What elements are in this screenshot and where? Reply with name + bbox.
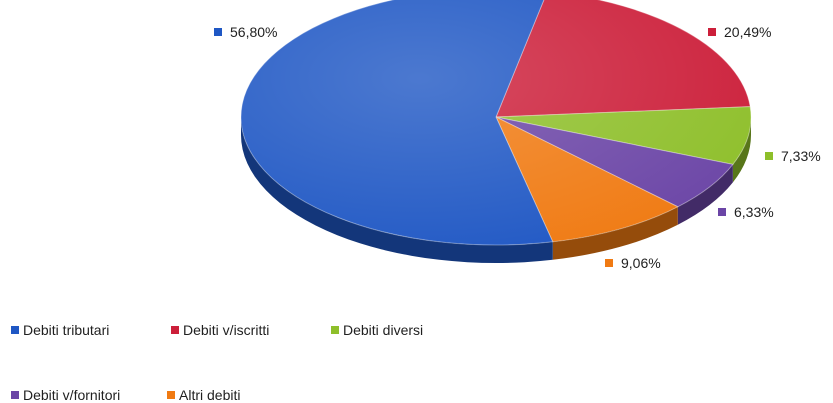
legend-item-debiti-diversi: Debiti diversi	[331, 322, 423, 338]
legend-label: Debiti tributari	[23, 322, 110, 338]
legend-item-debiti-v-iscritti: Debiti v/iscritti	[171, 322, 269, 338]
data-label-text: 9,06%	[621, 255, 661, 271]
data-label-text: 20,49%	[724, 24, 772, 40]
data-label-marker	[765, 152, 773, 160]
data-label-marker	[605, 259, 613, 267]
legend-marker	[167, 391, 175, 399]
legend-item-debiti-tributari: Debiti tributari	[11, 322, 109, 338]
data-label-marker	[708, 28, 716, 36]
data-label-marker	[718, 208, 726, 216]
data-label-altri-debiti: 9,06%	[605, 255, 661, 271]
legend-marker	[171, 326, 179, 334]
pie-sides	[241, 117, 751, 263]
slice-side-debiti-v-fornitori-0	[677, 164, 733, 225]
legend-label: Debiti v/fornitori	[23, 387, 121, 403]
data-label-debiti-v-fornitori: 6,33%	[718, 204, 774, 220]
data-label-text: 6,33%	[734, 204, 774, 220]
legend-label: Debiti diversi	[343, 322, 424, 338]
data-label-debiti-diversi: 7,33%	[765, 148, 821, 164]
slice-side-debiti-diversi-0	[732, 117, 751, 183]
legend-label: Debiti v/iscritti	[183, 322, 270, 338]
legend-item-debiti-v-fornitori: Debiti v/fornitori	[11, 387, 120, 403]
slice-side-debiti-tributari-0	[241, 117, 553, 263]
legend-item-altri-debiti: Altri debiti	[167, 387, 240, 403]
legend-marker	[331, 326, 339, 334]
pie-highlight	[241, 0, 751, 245]
legend-label: Altri debiti	[179, 387, 241, 403]
legend-marker	[11, 391, 19, 399]
data-label-text: 56,80%	[230, 24, 278, 40]
data-label-marker	[214, 28, 222, 36]
slice-side-altri-debiti-0	[552, 206, 678, 260]
data-label-debiti-tributari: 56,80%	[214, 24, 277, 40]
data-label-text: 7,33%	[781, 148, 821, 164]
legend-marker	[11, 326, 19, 334]
data-label-debiti-v-iscritti: 20,49%	[708, 24, 771, 40]
